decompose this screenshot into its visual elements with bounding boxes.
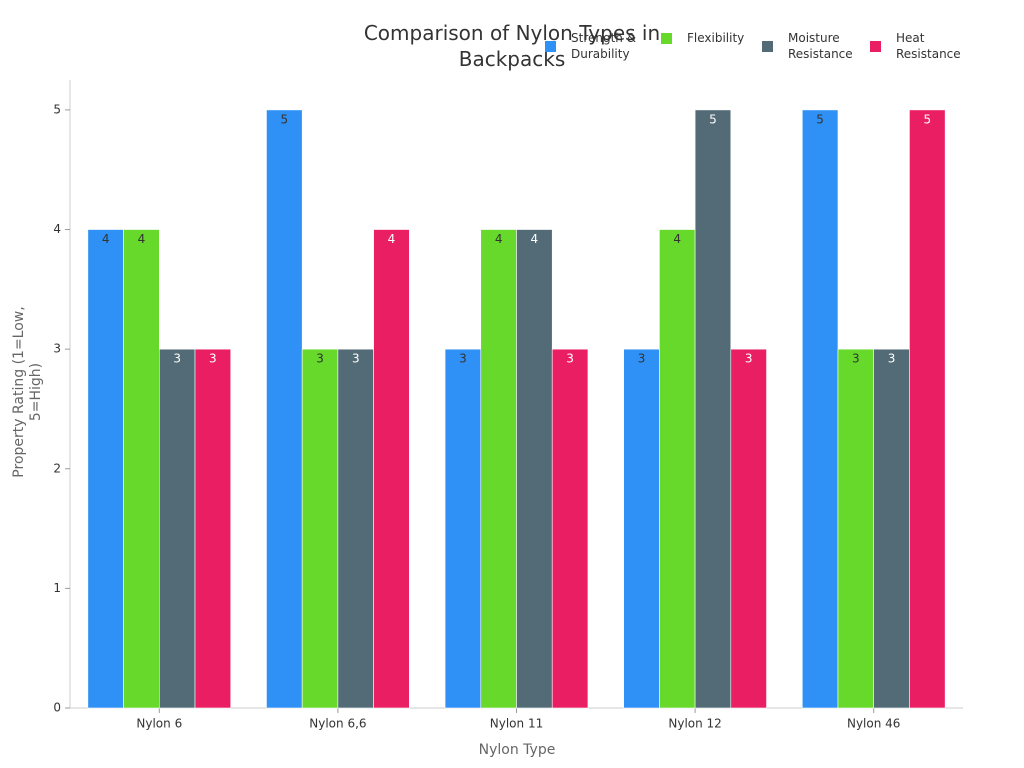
- bar: [123, 229, 160, 709]
- value-label: 5: [709, 112, 717, 126]
- value-label: 4: [673, 232, 681, 246]
- legend-swatch: [870, 40, 881, 52]
- bar: [444, 348, 482, 709]
- legend-item: Heat Resistance: [870, 30, 976, 62]
- value-label: 4: [531, 232, 539, 246]
- legend-label: Flexibility: [687, 31, 745, 45]
- x-tick-label: Nylon 12: [668, 717, 721, 731]
- bar: [337, 348, 374, 709]
- bar: [266, 109, 303, 709]
- bar: [480, 229, 517, 709]
- bar: [694, 109, 732, 709]
- value-label: 3: [173, 352, 181, 366]
- legend-swatch: [661, 32, 672, 44]
- value-label: 4: [102, 232, 110, 246]
- legend-label: Heat Resistance: [896, 31, 961, 61]
- x-axis-label: Nylon Type: [478, 742, 556, 758]
- y-tick-label: 0: [53, 701, 61, 715]
- bar: [87, 229, 124, 709]
- legend-item: Strength & Durability: [545, 30, 651, 62]
- value-label: 3: [745, 352, 753, 366]
- x-tick-label: Nylon 46: [847, 717, 900, 731]
- legend-swatch: [545, 40, 556, 52]
- bar: [623, 348, 660, 709]
- bar: [373, 229, 410, 709]
- value-label: 5: [923, 112, 931, 126]
- legend-swatch: [762, 40, 773, 52]
- legend-label: Moisture Resistance: [788, 31, 853, 61]
- bar: [159, 348, 196, 709]
- y-tick-label: 3: [53, 342, 61, 356]
- value-label: 3: [638, 352, 646, 366]
- value-label: 3: [888, 352, 896, 366]
- value-label: 3: [459, 352, 467, 366]
- value-label: 4: [138, 232, 146, 246]
- bar: [659, 229, 696, 709]
- bar: [801, 109, 839, 709]
- x-tick-label: Nylon 6,6: [309, 717, 366, 731]
- y-axis-label: Property Rating (1=Low, 5=High): [11, 306, 44, 478]
- y-tick-label: 1: [53, 581, 61, 595]
- value-label: 3: [209, 352, 217, 366]
- value-label: 3: [852, 352, 860, 366]
- bar: [837, 348, 874, 709]
- bar: [301, 348, 339, 709]
- bar: [194, 348, 232, 709]
- value-label: 5: [280, 112, 288, 126]
- y-tick-label: 2: [53, 461, 61, 475]
- y-tick-label: 4: [53, 222, 61, 236]
- bar: [873, 348, 910, 709]
- legend-item: Moisture Resistance: [762, 30, 868, 62]
- bar: [909, 109, 946, 709]
- bar: [516, 229, 553, 709]
- value-label: 3: [316, 352, 324, 366]
- value-label: 4: [388, 232, 396, 246]
- x-tick-label: Nylon 11: [490, 717, 543, 731]
- bar: [551, 348, 589, 709]
- value-label: 4: [495, 232, 503, 246]
- x-tick-label: Nylon 6: [136, 717, 182, 731]
- legend-label: Strength & Durability: [571, 31, 637, 61]
- legend-item: Flexibility: [661, 30, 767, 46]
- y-tick-label: 5: [53, 102, 61, 116]
- value-label: 3: [352, 352, 360, 366]
- value-label: 5: [816, 112, 824, 126]
- bar: [730, 348, 767, 709]
- value-label: 3: [566, 352, 574, 366]
